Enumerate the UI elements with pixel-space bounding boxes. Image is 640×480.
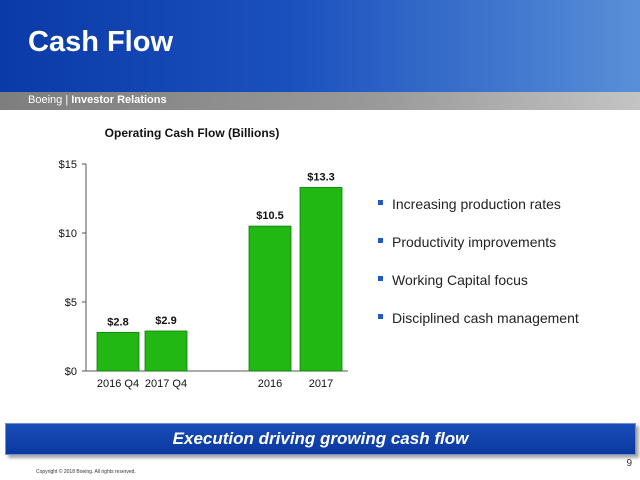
header-bar: Cash Flow [0,0,640,92]
bar-value-label: $2.9 [155,315,176,327]
x-tick-label: 2016 [258,378,282,390]
bullet-item: Increasing production rates [378,196,579,234]
bullet-square-icon [378,238,383,243]
bullet-item: Working Capital focus [378,272,579,310]
bullet-square-icon [378,200,383,205]
chart-bars [96,187,343,372]
section-name: Investor Relations [71,94,167,106]
x-tick-label: 2016 Q4 [97,378,139,390]
bar-2016 [248,225,292,372]
company-name: Boeing [28,94,63,106]
operating-cash-flow-chart: Operating Cash Flow (Billions) $0 $5 $10 $1… [59,126,348,390]
bar-2017-q4 [144,330,188,372]
sub-header-text: Boeing | Investor Relations [28,94,167,106]
chart-labels: $2.8 2016 Q4 $2.9 2017 Q4 $10.5 2016 $13.3 2017 [97,171,335,390]
summary-banner: Execution driving growing cash flow [5,423,636,455]
bar-value-label: $10.5 [256,210,284,222]
summary-banner-text: Execution driving growing cash flow [172,429,469,448]
bar-2016-q4 [96,331,140,372]
bullet-list: Increasing production rates Productivity… [378,196,579,348]
bullet-item: Disciplined cash management [378,310,579,348]
y-tick-label: $0 [65,366,77,378]
bullet-text: Increasing production rates [392,196,561,212]
bullet-text: Working Capital focus [392,272,528,288]
bullet-text: Productivity improvements [392,234,557,250]
sub-header-separator: | [65,94,69,106]
y-tick-label: $5 [65,297,77,309]
sub-header-bar: Boeing | Investor Relations [0,92,640,110]
y-tick-label: $10 [59,228,77,240]
x-tick-label: 2017 Q4 [145,378,187,390]
x-tick-label: 2017 [309,378,333,390]
bullet-square-icon [378,276,383,281]
bar-2017 [299,187,343,372]
chart-title: Operating Cash Flow (Billions) [105,126,280,140]
page-title: Cash Flow [28,26,174,58]
bar-value-label: $2.8 [107,316,128,328]
bullet-text: Disciplined cash management [392,310,579,326]
bullet-item: Productivity improvements [378,234,579,272]
copyright-notice: Copyright © 2018 Boeing. All rights rese… [36,469,136,475]
bar-value-label: $13.3 [307,171,335,183]
y-tick-label: $15 [59,159,77,171]
page-number: 9 [626,458,632,469]
bullet-square-icon [378,314,383,319]
